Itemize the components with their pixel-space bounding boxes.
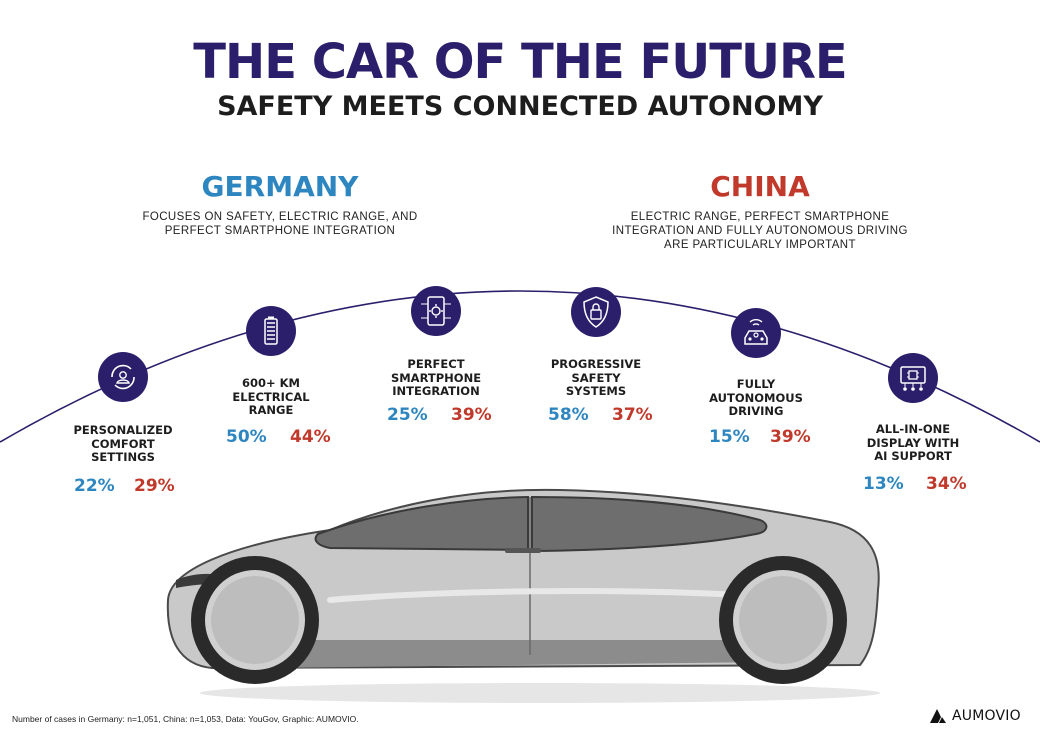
page-title: THE CAR OF THE FUTURE [193, 34, 847, 90]
germany-stat: 13% [863, 474, 904, 494]
germany-description-line: PERFECT SMARTPHONE INTEGRATION [164, 225, 396, 237]
feature-label-line: ELECTRICAL [232, 389, 310, 404]
feature-label-line: PROGRESSIVE [550, 357, 642, 371]
rear-window [531, 495, 768, 553]
feature-icon-badge [246, 306, 296, 356]
feature-label-line: PERFECT [407, 357, 465, 371]
feature-label-line: SETTINGS [91, 450, 155, 464]
feature-icon-badge [888, 353, 938, 403]
car-shadow [200, 683, 880, 703]
footnote: Number of cases in Germany: n=1,051, Chi… [12, 714, 359, 724]
feature-label: ALL-IN-ONE DISPLAY WITH AI SUPPORT [843, 422, 983, 464]
brand-name: AUMOVIO [952, 708, 1021, 724]
feature-label-line: FULLY [736, 377, 776, 391]
feature-label-line: AUTONOMOUS [709, 390, 803, 405]
rear-wheel [719, 556, 847, 684]
feature-label-line: 600+ KM [242, 376, 300, 390]
brand-mark-icon [930, 709, 946, 723]
feature-label-line: AI SUPPORT [874, 449, 952, 463]
shield-lock-icon [571, 287, 621, 337]
front-wheel [191, 556, 319, 684]
feature-label-line: SYSTEMS [565, 384, 627, 398]
feature-label: PERFECT SMARTPHONE INTEGRATION [366, 357, 506, 399]
feature-label-line: SAFETY [571, 370, 621, 385]
feature-label-line: RANGE [248, 403, 294, 417]
china-stat: 39% [451, 405, 492, 425]
feature-icon-badge [571, 287, 621, 337]
china-stat: 37% [612, 405, 653, 425]
feature-label: PROGRESSIVE SAFETY SYSTEMS [526, 357, 666, 399]
germany-stat: 22% [74, 476, 115, 496]
china-stat: 39% [770, 427, 811, 447]
china-description-line: ELECTRIC RANGE, PERFECT SMARTPHONE [630, 211, 890, 223]
china-description: ELECTRIC RANGE, PERFECT SMARTPHONE INTEG… [590, 210, 930, 252]
germany-stat: 58% [548, 405, 589, 425]
feature-label-line: INTEGRATION [392, 384, 480, 398]
feature-label: PERSONALIZED COMFORT SETTINGS [53, 423, 193, 465]
feature-label-line: DISPLAY WITH [866, 435, 960, 450]
front-window [314, 495, 529, 552]
car-sill [260, 640, 770, 668]
china-stat: 34% [926, 474, 967, 494]
china-description-line: INTEGRATION AND FULLY AUTONOMOUS DRIVING [612, 225, 908, 237]
door-handle [505, 548, 541, 553]
germany-description: FOCUSES ON SAFETY, ELECTRIC RANGE, AND P… [120, 210, 440, 238]
feature-label-line: PERSONALIZED [73, 423, 173, 437]
germany-heading: GERMANY [201, 170, 359, 203]
china-description-line: ARE PARTICULARLY IMPORTANT [664, 239, 856, 251]
feature-icon-badge [98, 352, 148, 402]
feature-icon-badge [731, 308, 781, 358]
feature-label: 600+ KM ELECTRICAL RANGE [201, 376, 341, 418]
china-stat: 29% [134, 476, 175, 496]
china-stat: 44% [290, 427, 331, 447]
feature-label: FULLY AUTONOMOUS DRIVING [686, 377, 826, 419]
feature-label-line: ALL-IN-ONE [875, 422, 951, 436]
brand-logo: AUMOVIO [930, 708, 1021, 724]
germany-stat: 15% [709, 427, 750, 447]
autonomous-car-icon [731, 308, 781, 358]
person-cycle-icon [98, 352, 148, 402]
feature-icon-badge [411, 286, 461, 336]
germany-stat: 25% [387, 405, 428, 425]
chip-display-icon [888, 353, 938, 403]
germany-description-line: FOCUSES ON SAFETY, ELECTRIC RANGE, AND [142, 211, 418, 223]
smartphone-gear-icon [411, 286, 461, 336]
battery-icon [246, 306, 296, 356]
feature-label-line: DRIVING [728, 404, 784, 418]
china-heading: CHINA [710, 170, 810, 203]
page-subtitle: SAFETY MEETS CONNECTED AUTONOMY [217, 91, 823, 122]
feature-label-line: SMARTPHONE [390, 370, 482, 385]
body-highlight [327, 588, 763, 603]
germany-stat: 50% [226, 427, 267, 447]
feature-arc [0, 290, 1040, 443]
feature-label-line: COMFORT [91, 436, 155, 451]
